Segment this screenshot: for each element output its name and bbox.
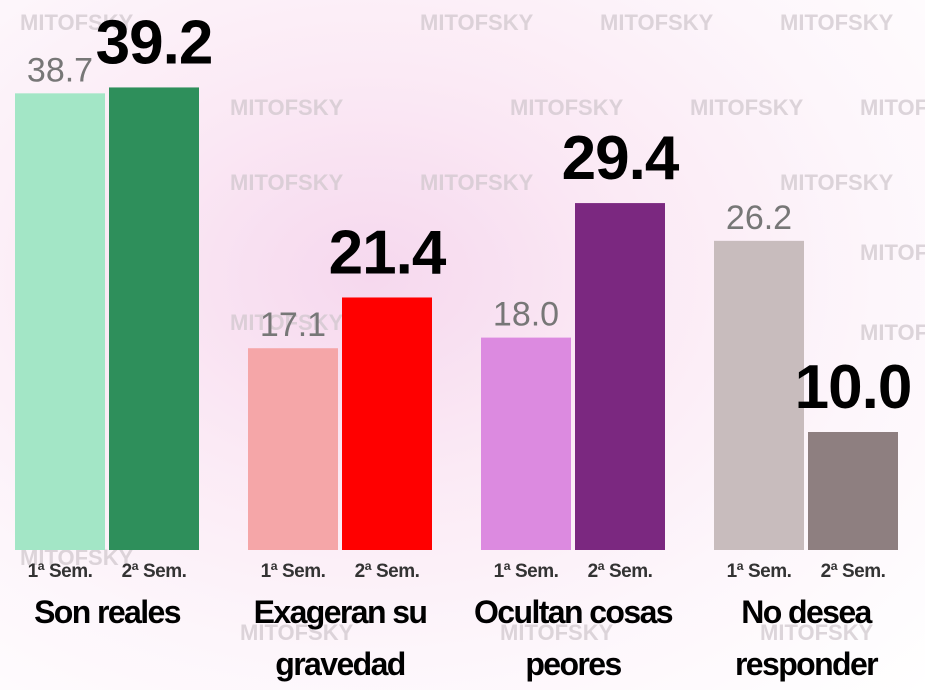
category-label: Ocultan cosas peores bbox=[474, 594, 674, 682]
category-label: Son reales bbox=[34, 594, 181, 630]
bar bbox=[575, 203, 665, 550]
bar bbox=[808, 432, 898, 550]
series-label: 1ª Sem. bbox=[727, 561, 792, 582]
bar bbox=[714, 240, 804, 550]
watermark: MITOFSKY bbox=[860, 95, 925, 120]
watermark: MITOFSKY bbox=[780, 10, 894, 35]
bar bbox=[109, 87, 199, 550]
value-label: 26.2 bbox=[726, 199, 792, 237]
watermark: MITOFSKY bbox=[230, 95, 344, 120]
value-label: 17.1 bbox=[260, 306, 326, 344]
watermark: MITOFSKY bbox=[760, 620, 874, 645]
value-label: 18.0 bbox=[493, 296, 559, 334]
watermark: MITOFSKY bbox=[20, 10, 134, 35]
watermark: MITOFSKY bbox=[420, 170, 534, 195]
watermark: MITOFSKY bbox=[860, 240, 925, 265]
watermark: MITOFSKY bbox=[780, 170, 894, 195]
watermark: MITOFSKY bbox=[240, 620, 354, 645]
value-label: 39.2 bbox=[96, 8, 213, 77]
watermark: MITOFSKY bbox=[860, 320, 925, 345]
category-label: Exageran su gravedad bbox=[253, 594, 428, 682]
series-label: 1ª Sem. bbox=[494, 561, 559, 582]
value-label: 21.4 bbox=[329, 218, 447, 287]
series-label: 2ª Sem. bbox=[588, 561, 653, 582]
bar bbox=[248, 348, 338, 550]
series-label: 2ª Sem. bbox=[355, 561, 420, 582]
series-label: 1ª Sem. bbox=[28, 561, 93, 582]
value-label: 38.7 bbox=[27, 51, 93, 89]
bar bbox=[342, 297, 432, 550]
category-label: No desea responder bbox=[734, 594, 879, 682]
watermark: MITOFSKY bbox=[420, 10, 534, 35]
bar bbox=[481, 337, 571, 550]
series-label: 1ª Sem. bbox=[261, 561, 326, 582]
watermark: MITOFSKY bbox=[690, 95, 804, 120]
watermark: MITOFSKY bbox=[230, 310, 344, 335]
value-label: 10.0 bbox=[795, 353, 912, 422]
watermark: MITOFSKY bbox=[600, 10, 714, 35]
watermark: MITOFSKY bbox=[510, 95, 624, 120]
series-label: 2ª Sem. bbox=[122, 561, 187, 582]
watermark: MITOFSKY bbox=[500, 620, 614, 645]
watermark: MITOFSKY bbox=[230, 170, 344, 195]
bar bbox=[15, 93, 105, 550]
value-label: 29.4 bbox=[562, 124, 680, 193]
series-label: 2ª Sem. bbox=[821, 561, 886, 582]
